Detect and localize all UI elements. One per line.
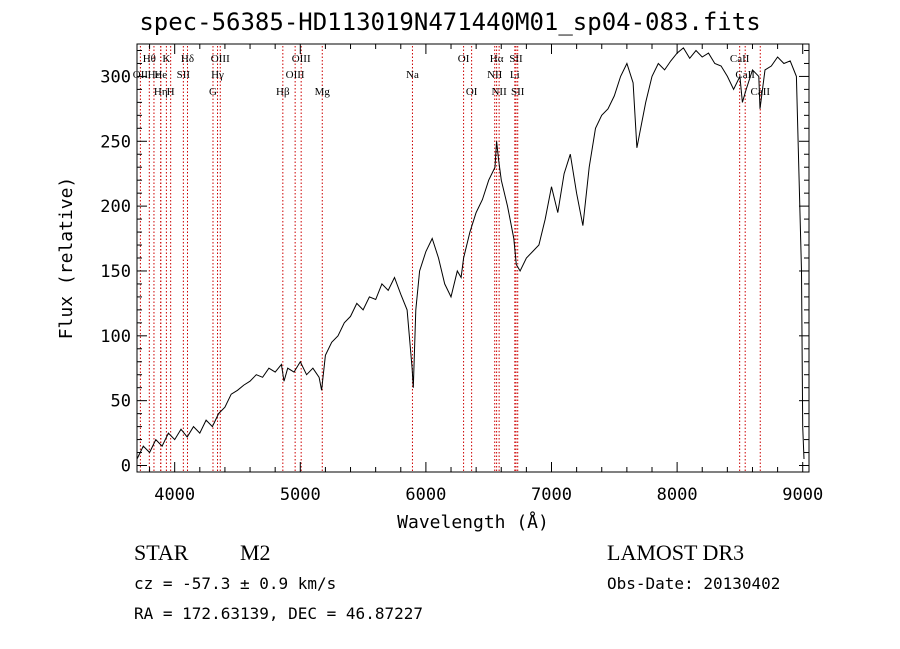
x-tick-label: 7000 (531, 485, 572, 505)
spectral-line-label: Hβ (276, 86, 290, 98)
object-class: STAR (134, 540, 189, 565)
y-tick-label: 250 (100, 132, 131, 152)
x-tick-label: 4000 (154, 485, 195, 505)
spectral-line-label: Hε (148, 69, 161, 81)
spectral-line-label: OIII (286, 69, 305, 81)
flux-series-line (136, 47, 805, 460)
spectral-line-label: SII (511, 86, 525, 98)
spectral-line-label: He (154, 69, 167, 81)
spectral-line-label: SII (509, 53, 523, 65)
x-axis-label: Wavelength (Å) (397, 511, 549, 533)
spectral-line-label: Na (406, 69, 419, 81)
y-axis-ticks: 0 50 100 150 200 250 300 (100, 49, 809, 477)
spectral-line-label: Mg (315, 86, 331, 98)
spectral-line-label: Hδ (181, 53, 194, 65)
y-tick-label: 50 (111, 392, 131, 412)
x-axis-ticks: 4000 5000 6000 7000 8000 9000 (149, 44, 823, 505)
chart-title: spec-56385-HD113019N471440M01_sp04-083.f… (139, 8, 761, 36)
redshift-cz: cz = -57.3 ± 0.9 km/s (134, 574, 337, 593)
x-tick-label: 6000 (405, 485, 446, 505)
spectral-line-label: H (167, 86, 175, 98)
x-tick-label: 5000 (280, 485, 321, 505)
x-tick-label: 8000 (657, 485, 698, 505)
spectral-line-label: NII (491, 86, 507, 98)
survey-name: LAMOST DR3 (607, 540, 745, 565)
plot-frame (136, 43, 810, 473)
spectral-line-label: CaII (750, 86, 770, 98)
spectral-line-label: Li (510, 69, 520, 81)
coordinates: RA = 172.63139, DEC = 46.87227 (134, 604, 423, 623)
spectral-line-label: OIII (292, 53, 311, 65)
object-subclass: M2 (240, 540, 271, 565)
y-tick-label: 200 (100, 197, 131, 217)
spectral-line-label: OII (133, 69, 149, 81)
x-tick-label: 9000 (782, 485, 823, 505)
spectral-line-label: Hγ (211, 69, 224, 81)
y-tick-label: 300 (100, 67, 131, 87)
spectral-line-markers (139, 46, 761, 472)
y-axis-label: Flux (relative) (56, 177, 77, 340)
spectral-line-label: OI (458, 53, 470, 65)
observation-date: Obs-Date: 20130402 (607, 574, 781, 593)
spectral-line-label: OI (466, 86, 478, 98)
spectral-line-label: Hη (154, 86, 168, 98)
spectral-line-label: OIII (211, 53, 230, 65)
spectral-line-label: G (209, 86, 217, 98)
spectral-line-label: K (162, 53, 170, 65)
spectral-line-label: Hθ (143, 53, 156, 65)
y-tick-label: 0 (121, 457, 131, 477)
spectral-line-label: Hα (490, 53, 504, 65)
spectral-line-label: NII (487, 69, 503, 81)
spectral-line-label: SII (177, 69, 191, 81)
y-tick-label: 150 (100, 262, 131, 282)
spectral-line-label: CaII (730, 53, 750, 65)
y-tick-label: 100 (100, 327, 131, 347)
